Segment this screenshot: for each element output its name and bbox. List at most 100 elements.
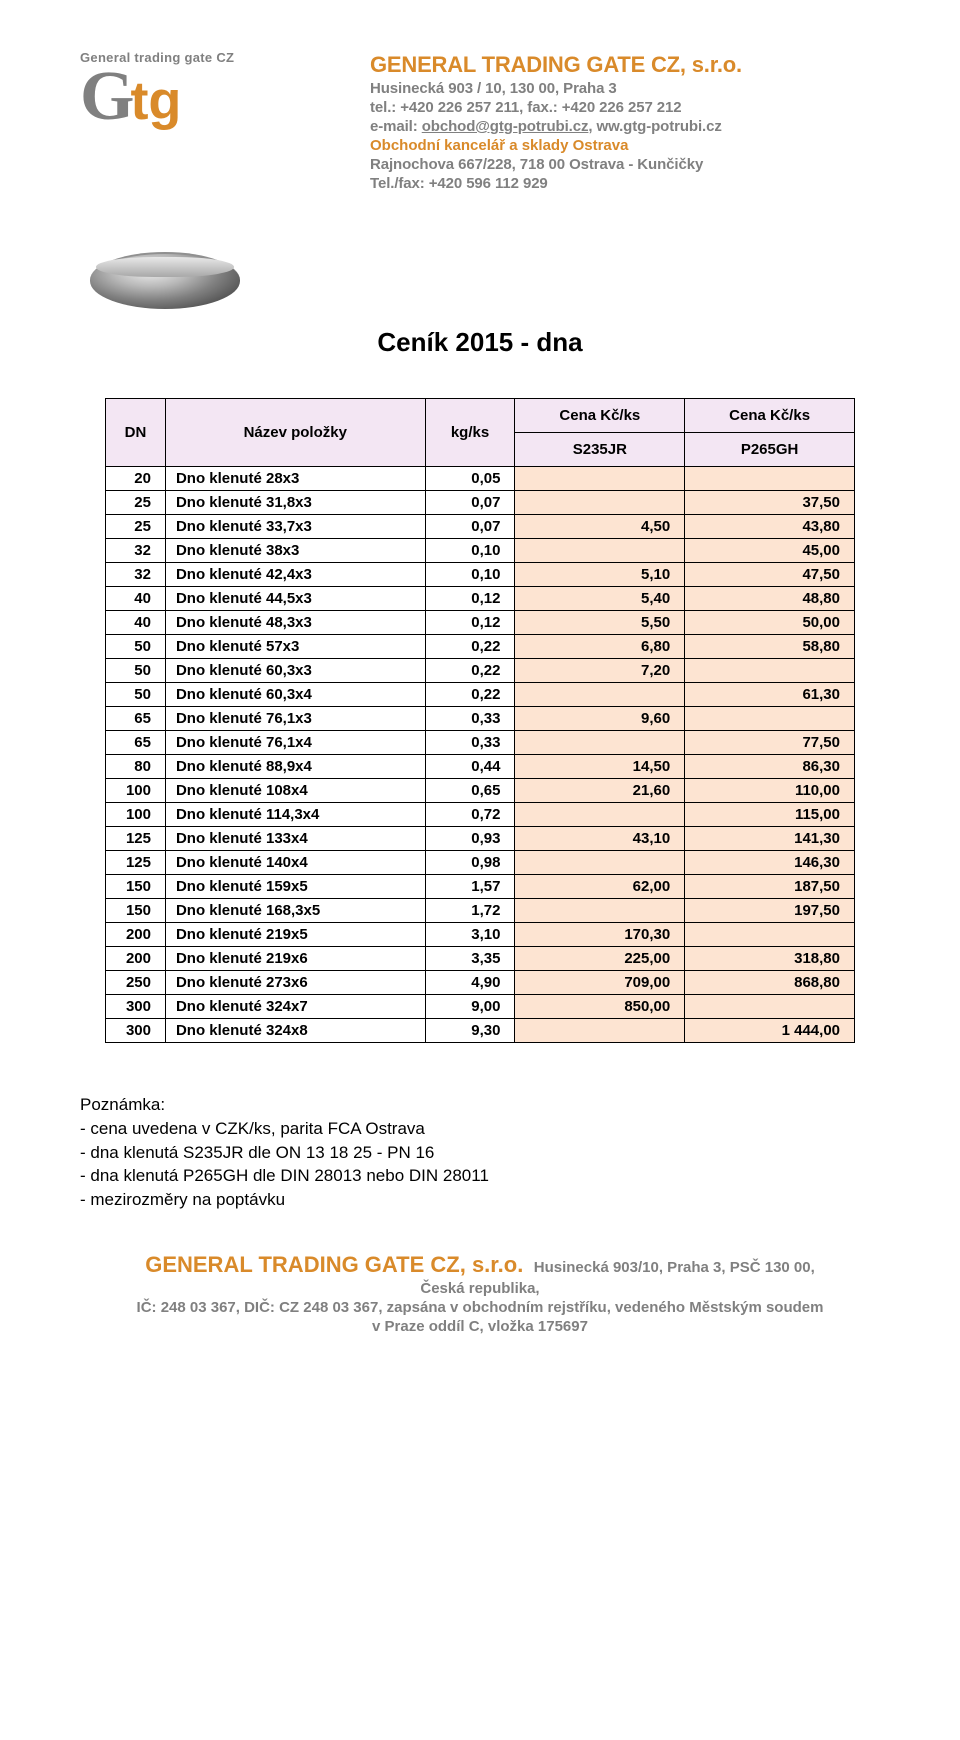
- web-suffix: , ww.gtg-potrubi.cz: [588, 118, 721, 135]
- table-row: 25Dno klenuté 31,8x30,0737,50: [106, 491, 855, 515]
- product-image: [80, 242, 250, 317]
- cell-price-p265gh: 61,30: [685, 683, 855, 707]
- cell-price-s235jr: [515, 899, 685, 923]
- phone-line: tel.: +420 226 257 211, fax.: +420 226 2…: [370, 99, 880, 116]
- cell-price-p265gh: 48,80: [685, 587, 855, 611]
- company-info: GENERAL TRADING GATE CZ, s.r.o. Husineck…: [370, 50, 880, 192]
- logo-letter-g: G: [80, 69, 134, 125]
- cell-price-p265gh: [685, 707, 855, 731]
- footer-line-4: v Praze oddíl C, vložka 175697: [80, 1318, 880, 1335]
- cell-dn: 25: [106, 491, 166, 515]
- table-row: 80Dno klenuté 88,9x40,4414,5086,30: [106, 755, 855, 779]
- cell-price-s235jr: 850,00: [515, 995, 685, 1019]
- cell-price-s235jr: [515, 467, 685, 491]
- cell-price-s235jr: 14,50: [515, 755, 685, 779]
- cell-dn: 32: [106, 563, 166, 587]
- cell-name: Dno klenuté 38x3: [165, 539, 425, 563]
- cell-dn: 65: [106, 731, 166, 755]
- cell-price-s235jr: 62,00: [515, 875, 685, 899]
- cell-price-s235jr: [515, 491, 685, 515]
- note-line-2: - dna klenutá S235JR dle ON 13 18 25 - P…: [80, 1141, 880, 1165]
- cell-kg: 0,22: [425, 659, 515, 683]
- cell-dn: 40: [106, 611, 166, 635]
- cell-name: Dno klenuté 219x5: [165, 923, 425, 947]
- cell-kg: 0,07: [425, 491, 515, 515]
- logo-block: General trading gate CZ G tg: [80, 50, 340, 128]
- cell-price-p265gh: [685, 995, 855, 1019]
- cell-name: Dno klenuté 168,3x5: [165, 899, 425, 923]
- cell-dn: 80: [106, 755, 166, 779]
- cell-name: Dno klenuté 31,8x3: [165, 491, 425, 515]
- cell-kg: 0,12: [425, 611, 515, 635]
- cell-price-p265gh: 187,50: [685, 875, 855, 899]
- cell-name: Dno klenuté 42,4x3: [165, 563, 425, 587]
- cell-price-p265gh: 50,00: [685, 611, 855, 635]
- cell-kg: 9,30: [425, 1019, 515, 1043]
- cell-kg: 0,10: [425, 563, 515, 587]
- notes-heading: Poznámka:: [80, 1093, 880, 1117]
- cell-dn: 200: [106, 947, 166, 971]
- table-row: 300Dno klenuté 324x89,301 444,00: [106, 1019, 855, 1043]
- email-link[interactable]: obchod@gtg-potrubi.cz: [422, 118, 589, 135]
- cell-price-p265gh: 115,00: [685, 803, 855, 827]
- cell-price-s235jr: [515, 1019, 685, 1043]
- cell-name: Dno klenuté 324x8: [165, 1019, 425, 1043]
- cell-dn: 65: [106, 707, 166, 731]
- notes-block: Poznámka: - cena uvedena v CZK/ks, parit…: [80, 1093, 880, 1212]
- cell-dn: 100: [106, 779, 166, 803]
- cell-name: Dno klenuté 114,3x4: [165, 803, 425, 827]
- cell-kg: 0,07: [425, 515, 515, 539]
- table-row: 250Dno klenuté 273x64,90709,00868,80: [106, 971, 855, 995]
- cell-kg: 1,57: [425, 875, 515, 899]
- cell-price-s235jr: 170,30: [515, 923, 685, 947]
- cell-name: Dno klenuté 60,3x4: [165, 683, 425, 707]
- cell-price-s235jr: [515, 731, 685, 755]
- cell-kg: 0,33: [425, 707, 515, 731]
- table-row: 50Dno klenuté 60,3x30,227,20: [106, 659, 855, 683]
- cell-price-s235jr: 5,40: [515, 587, 685, 611]
- cell-kg: 3,10: [425, 923, 515, 947]
- table-row: 125Dno klenuté 133x40,9343,10141,30: [106, 827, 855, 851]
- cell-name: Dno klenuté 219x6: [165, 947, 425, 971]
- page-title: Ceník 2015 - dna: [80, 327, 880, 358]
- table-row: 65Dno klenuté 76,1x40,3377,50: [106, 731, 855, 755]
- table-row: 50Dno klenuté 60,3x40,22 61,30: [106, 683, 855, 707]
- cell-kg: 0,72: [425, 803, 515, 827]
- footer-address-1: Husinecká 903/10, Praha 3, PSČ 130 00,: [534, 1259, 815, 1276]
- cell-kg: 9,00: [425, 995, 515, 1019]
- cell-dn: 150: [106, 899, 166, 923]
- cell-dn: 50: [106, 683, 166, 707]
- cell-name: Dno klenuté 76,1x3: [165, 707, 425, 731]
- cell-price-p265gh: [685, 923, 855, 947]
- office-phone: Tel./fax: +420 596 112 929: [370, 175, 880, 192]
- cell-name: Dno klenuté 273x6: [165, 971, 425, 995]
- table-row: 200Dno klenuté 219x53,10170,30: [106, 923, 855, 947]
- table-row: 200Dno klenuté 219x63,35225,00318,80: [106, 947, 855, 971]
- cell-price-p265gh: 77,50: [685, 731, 855, 755]
- cell-name: Dno klenuté 76,1x4: [165, 731, 425, 755]
- cell-kg: 0,22: [425, 635, 515, 659]
- cell-dn: 200: [106, 923, 166, 947]
- cell-kg: 0,44: [425, 755, 515, 779]
- note-line-3: - dna klenutá P265GH dle DIN 28013 nebo …: [80, 1164, 880, 1188]
- cell-price-p265gh: 43,80: [685, 515, 855, 539]
- cell-dn: 50: [106, 659, 166, 683]
- office-title: Obchodní kancelář a sklady Ostrava: [370, 137, 880, 154]
- col-material1: S235JR: [515, 433, 685, 467]
- cell-dn: 50: [106, 635, 166, 659]
- cell-dn: 250: [106, 971, 166, 995]
- logo: G tg: [80, 69, 340, 128]
- cell-kg: 0,22: [425, 683, 515, 707]
- cell-price-p265gh: 318,80: [685, 947, 855, 971]
- cell-price-s235jr: 9,60: [515, 707, 685, 731]
- footer-company: GENERAL TRADING GATE CZ, s.r.o.: [145, 1252, 523, 1277]
- footer-line-3: IČ: 248 03 367, DIČ: CZ 248 03 367, zaps…: [80, 1299, 880, 1316]
- cell-price-p265gh: 1 444,00: [685, 1019, 855, 1043]
- table-row: 32Dno klenuté 42,4x30,105,1047,50: [106, 563, 855, 587]
- cell-kg: 0,10: [425, 539, 515, 563]
- cell-name: Dno klenuté 133x4: [165, 827, 425, 851]
- pipe-cap-icon: [90, 252, 240, 309]
- table-row: 25Dno klenuté 33,7x30,074,5043,80: [106, 515, 855, 539]
- email-line: e-mail: obchod@gtg-potrubi.cz, ww.gtg-po…: [370, 118, 880, 135]
- company-name: GENERAL TRADING GATE CZ, s.r.o.: [370, 52, 880, 78]
